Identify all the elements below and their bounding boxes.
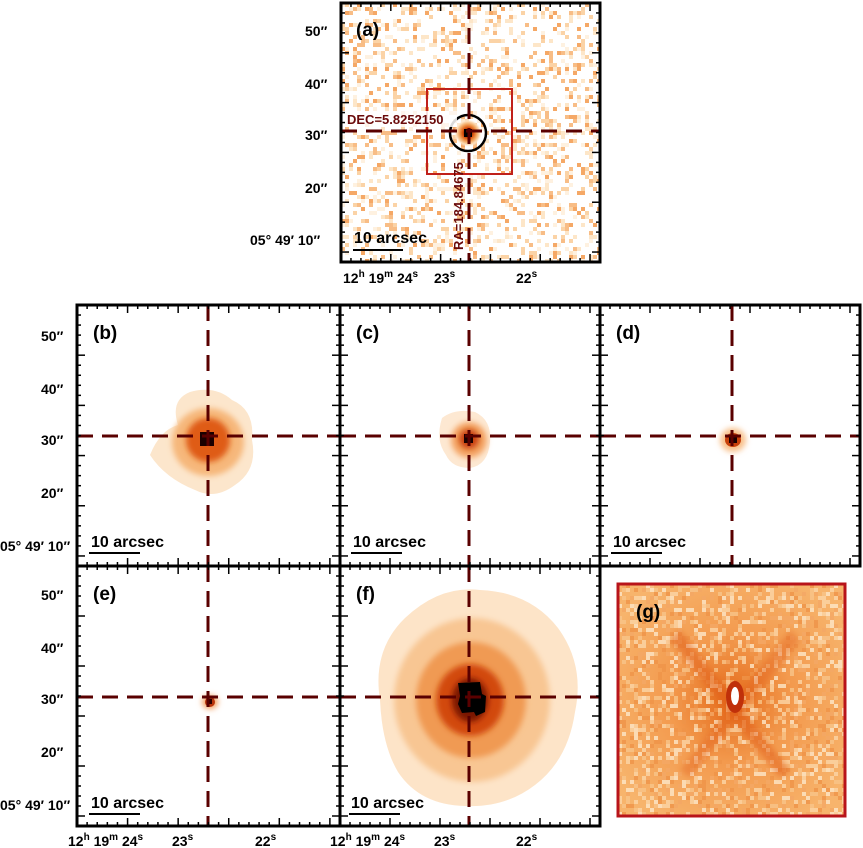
panel-e-xtick-23: 23s: [172, 832, 194, 848]
panel-g-residual-bright: [731, 687, 739, 705]
panel-f-xtick-22: 22s: [516, 832, 538, 848]
panel-b-scale-label: 10 arcsec: [91, 534, 164, 551]
row2-ytick-origin: 05° 49′ 10″: [0, 538, 70, 554]
bottom-x-axis-right: 12h 19m 24s 23s 22s: [330, 832, 538, 848]
panel-f-scale-label: 10 arcsec: [351, 795, 424, 812]
panel-a-xtick-23: 23s: [434, 269, 456, 286]
panel-d-letter: (d): [616, 323, 640, 344]
panel-e: (e) 10 arcsec: [77, 566, 340, 826]
panel-e-xtick-origin: 12h 19m 24s: [68, 832, 144, 848]
panel-f: (f) 10 arcsec: [340, 566, 600, 826]
panel-d: (d) 10 arcsec: [600, 305, 860, 566]
row2-ytick-40: 40″: [41, 381, 64, 397]
panel-f-letter: (f): [356, 584, 375, 605]
panel-d-scale-label: 10 arcsec: [613, 534, 686, 551]
panel-e-letter: (e): [93, 584, 116, 605]
row3-ytick-40: 40″: [41, 640, 64, 656]
panel-b-letter: (b): [93, 323, 117, 344]
row3-ytick-20: 20″: [41, 744, 64, 760]
panel-a-dec-label: DEC=5.8252150: [347, 112, 444, 127]
panel-f-emission-core: [458, 682, 486, 716]
panel-a-xtick-22: 22s: [516, 269, 538, 286]
panel-b: (b) 10 arcsec: [77, 305, 340, 566]
panel-a-ytick-50: 50″: [305, 23, 328, 39]
panel-a: DEC=5.8252150 RA=184.84675 (a) 10 arcsec: [339, 1, 602, 264]
panel-g: (g): [616, 582, 847, 818]
panel-a-noise-image: [341, 3, 600, 262]
axis-tick-marks: [77, 3, 860, 826]
panel-c: (c) 10 arcsec: [340, 305, 600, 566]
bottom-x-axis-left: 12h 19m 24s 23s 22s: [68, 832, 277, 848]
panel-e-scale-label: 10 arcsec: [91, 795, 164, 812]
row3-ytick-30: 30″: [41, 691, 64, 707]
row2-ytick-50: 50″: [41, 328, 64, 344]
panel-a-y-axis: 50″ 40″ 30″ 20″ 05° 49′ 10″: [250, 23, 328, 248]
panel-e-xtick-22: 22s: [255, 832, 277, 848]
panel-a-scale-label: 10 arcsec: [354, 230, 427, 247]
panel-c-letter: (c): [356, 323, 379, 344]
panel-a-letter: (a): [356, 20, 379, 41]
row2-y-axis: 50″ 40″ 30″ 20″ 05° 49′ 10″: [0, 328, 70, 554]
panel-a-ytick-origin: 05° 49′ 10″: [250, 232, 320, 248]
panel-f-xtick-origin: 12h 19m 24s: [330, 832, 406, 848]
row3-ytick-origin: 05° 49′ 10″: [0, 797, 70, 813]
panel-a-xtick-origin: 12h 19m 24s: [343, 269, 419, 286]
row3-y-axis: 50″ 40″ 30″ 20″ 05° 49′ 10″: [0, 587, 70, 813]
panel-g-letter: (g): [636, 602, 660, 623]
panel-f-xtick-23: 23s: [434, 832, 456, 848]
row2-ytick-20: 20″: [41, 485, 64, 501]
panel-a-ytick-30: 30″: [305, 127, 328, 143]
panel-a-x-axis: 12h 19m 24s 23s 22s: [343, 269, 538, 286]
panel-a-ytick-20: 20″: [305, 180, 328, 196]
panel-a-ra-label: RA=184.84675: [451, 162, 466, 250]
panel-a-ytick-40: 40″: [305, 76, 328, 92]
panel-g-frame: [616, 582, 847, 818]
panel-c-scale-label: 10 arcsec: [353, 534, 426, 551]
row3-ytick-50: 50″: [41, 587, 64, 603]
row2-ytick-30: 30″: [41, 432, 64, 448]
